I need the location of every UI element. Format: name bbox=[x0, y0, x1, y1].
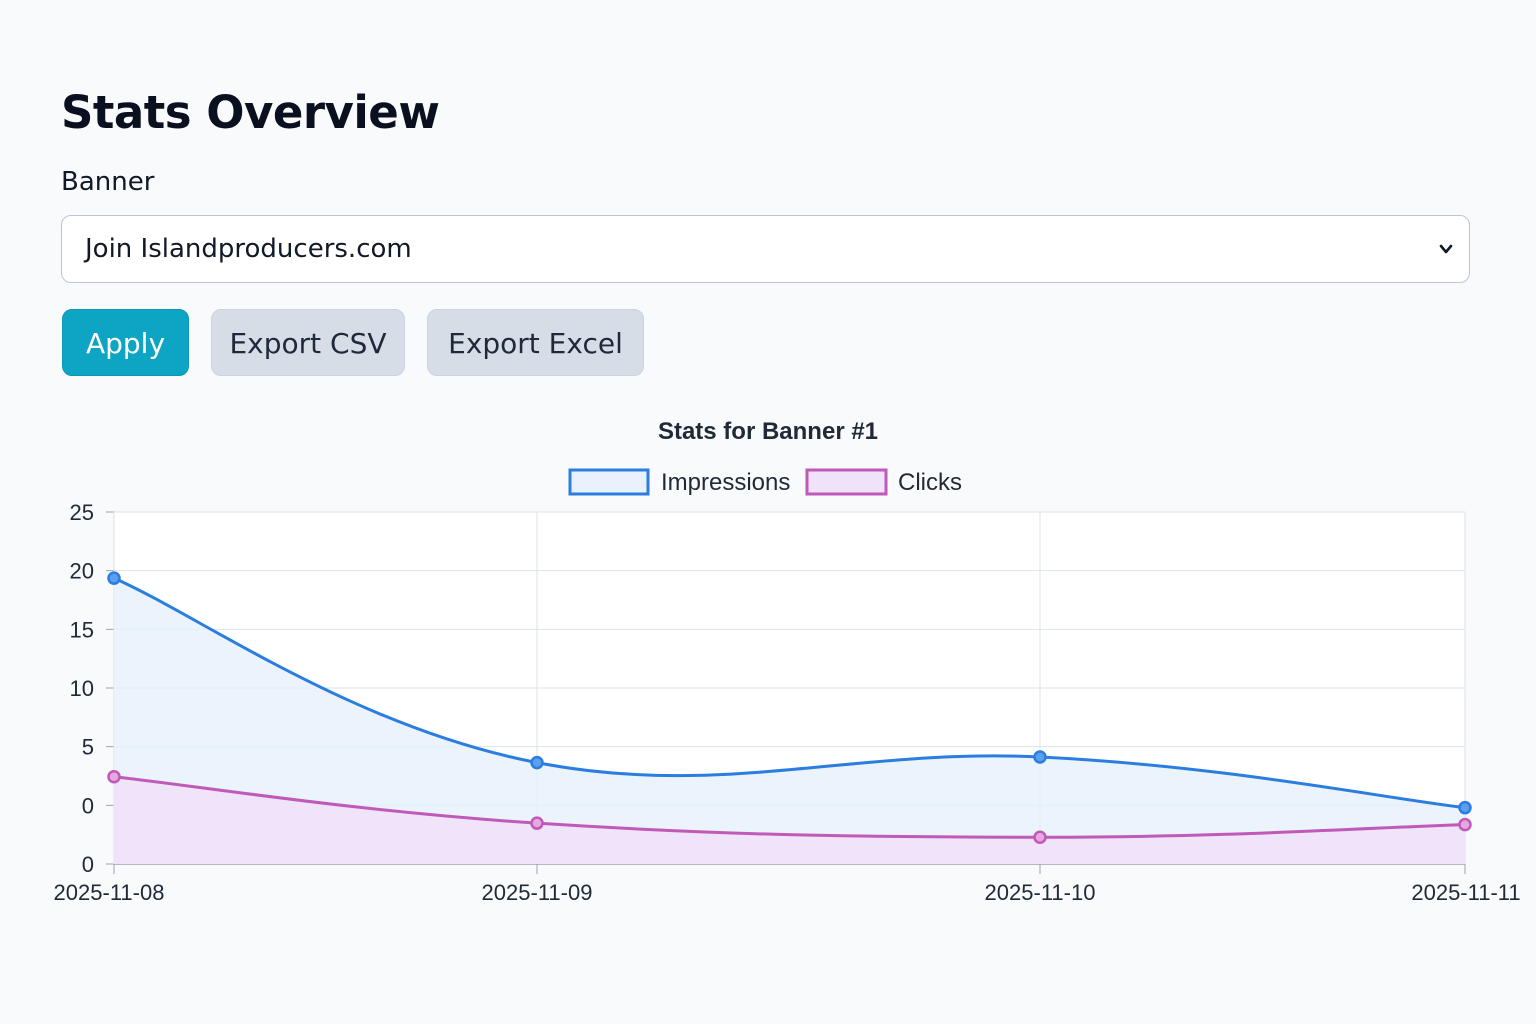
y-tick-label: 0 bbox=[82, 793, 94, 818]
y-tick-label: 25 bbox=[70, 500, 94, 525]
point-clicks-2025-11-10 bbox=[1033, 830, 1047, 844]
x-tick-label: 2025-11-09 bbox=[482, 880, 593, 905]
line-impressions bbox=[113, 576, 1466, 810]
point-impressions-2025-11-11 bbox=[1458, 800, 1472, 815]
chevron-down-icon bbox=[1439, 244, 1453, 254]
area-clicks bbox=[114, 776, 1465, 864]
y-tick-label: 20 bbox=[70, 559, 94, 584]
legend-label-impressions: Impressions bbox=[661, 469, 790, 496]
y-tick-label: 15 bbox=[70, 617, 94, 642]
export-csv-button[interactable]: Export CSV bbox=[211, 309, 405, 376]
legend-item-impressions[interactable]: Impressions bbox=[568, 468, 790, 496]
x-tick-label: 2025-11-08 bbox=[54, 880, 165, 905]
banner-select-value: Join Islandproducers.com bbox=[85, 234, 412, 264]
y-tick-label: 10 bbox=[70, 676, 94, 701]
page-title: Stats Overview bbox=[61, 86, 440, 139]
point-clicks-2025-11-11 bbox=[1458, 817, 1472, 832]
stats-chart: Stats for Banner #1 Impressions Clicks 0… bbox=[54, 418, 1521, 905]
legend-label-clicks: Clicks bbox=[898, 469, 962, 496]
point-clicks-2025-11-09 bbox=[530, 816, 544, 830]
banner-field-label: Banner bbox=[61, 167, 155, 197]
legend-item-clicks[interactable]: Clicks bbox=[805, 468, 962, 496]
export-excel-button[interactable]: Export Excel bbox=[427, 309, 644, 376]
line-clicks bbox=[113, 775, 1466, 839]
y-tick-label: 0 bbox=[82, 852, 94, 877]
x-tick-label: 2025-11-10 bbox=[985, 880, 1096, 905]
apply-button[interactable]: Apply bbox=[62, 309, 189, 376]
point-impressions-2025-11-09 bbox=[530, 755, 544, 770]
plot-area: 0 0 5 10 15 20 25 2025-11-08 2025-11-09 2025-11-1… bbox=[54, 500, 1521, 905]
point-impressions-2025-11-08 bbox=[107, 571, 121, 585]
y-tick-label: 5 bbox=[82, 735, 94, 760]
legend-swatch-impressions bbox=[568, 468, 650, 496]
banner-select[interactable]: Join Islandproducers.com bbox=[61, 215, 1470, 283]
point-clicks-2025-11-08 bbox=[107, 769, 121, 784]
x-tick-label: 2025-11-11 bbox=[1411, 880, 1520, 905]
area-impressions bbox=[114, 578, 1465, 864]
chart-title: Stats for Banner #1 bbox=[658, 418, 878, 445]
point-impressions-2025-11-10 bbox=[1033, 750, 1047, 764]
legend-swatch-clicks bbox=[805, 468, 888, 496]
